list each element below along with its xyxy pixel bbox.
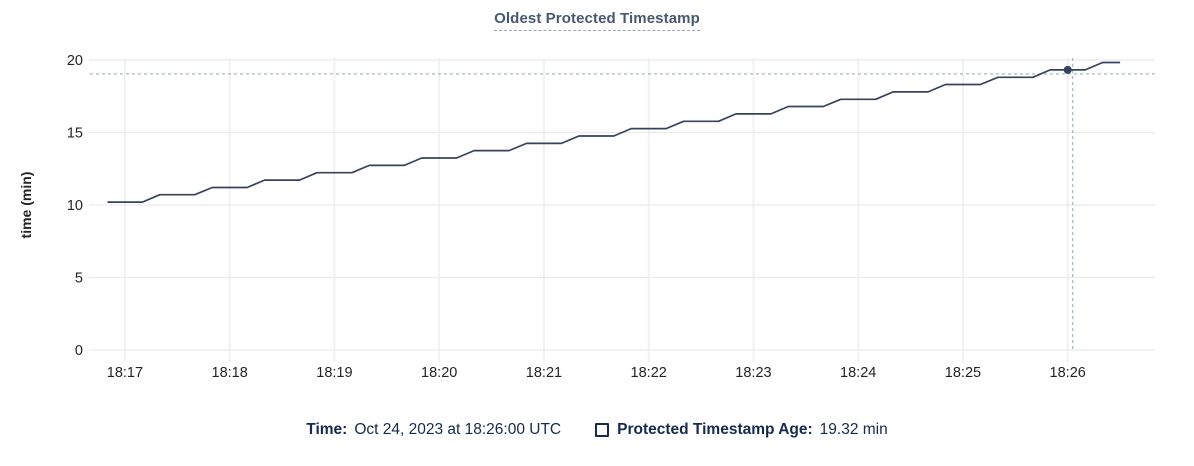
x-tick-label: 18:25	[945, 365, 981, 381]
x-tick-label: 18:26	[1050, 365, 1086, 381]
y-tick-label: 0	[75, 343, 83, 359]
legend-checkbox-icon[interactable]	[595, 423, 610, 437]
x-tick-label: 18:20	[421, 365, 457, 381]
x-tick-label: 18:23	[735, 365, 771, 381]
y-tick-label: 5	[75, 271, 83, 287]
x-tick-label: 18:17	[107, 365, 143, 381]
y-tick-label: 20	[67, 53, 83, 69]
legend-time-label: Time:	[306, 421, 348, 438]
hover-point-dot	[1063, 65, 1072, 74]
y-tick-label: 15	[67, 126, 83, 142]
legend-time-value: Oct 24, 2023 at 18:26:00 UTC	[354, 421, 562, 438]
x-tick-label: 18:18	[212, 365, 248, 381]
y-axis-title: time (min)	[18, 172, 34, 239]
y-tick-label: 10	[67, 198, 83, 214]
x-tick-label: 18:19	[316, 365, 352, 381]
series-line	[107, 61, 1121, 203]
chart-header: Oldest Protected Timestamp	[0, 10, 1194, 31]
x-tick-label: 18:21	[526, 365, 562, 381]
chart-plot-area[interactable]: 18:17 18:18 18:19 18:20 18:21 18:22 18:23 18:24…	[0, 0, 1194, 410]
chart-title[interactable]: Oldest Protected Timestamp	[494, 10, 700, 31]
x-tick-label: 18:24	[840, 365, 876, 381]
legend-series-value: 19.32 min	[819, 421, 888, 438]
legend-series-item[interactable]: Protected Timestamp Age: 19.32 min	[595, 421, 888, 439]
x-tick-label: 18:22	[631, 365, 667, 381]
legend-time-group: Time: Oct 24, 2023 at 18:26:00 UTC	[306, 421, 561, 439]
legend-series-label: Protected Timestamp Age:	[617, 421, 813, 438]
chart-legend: Time: Oct 24, 2023 at 18:26:00 UTC Prote…	[0, 421, 1194, 439]
